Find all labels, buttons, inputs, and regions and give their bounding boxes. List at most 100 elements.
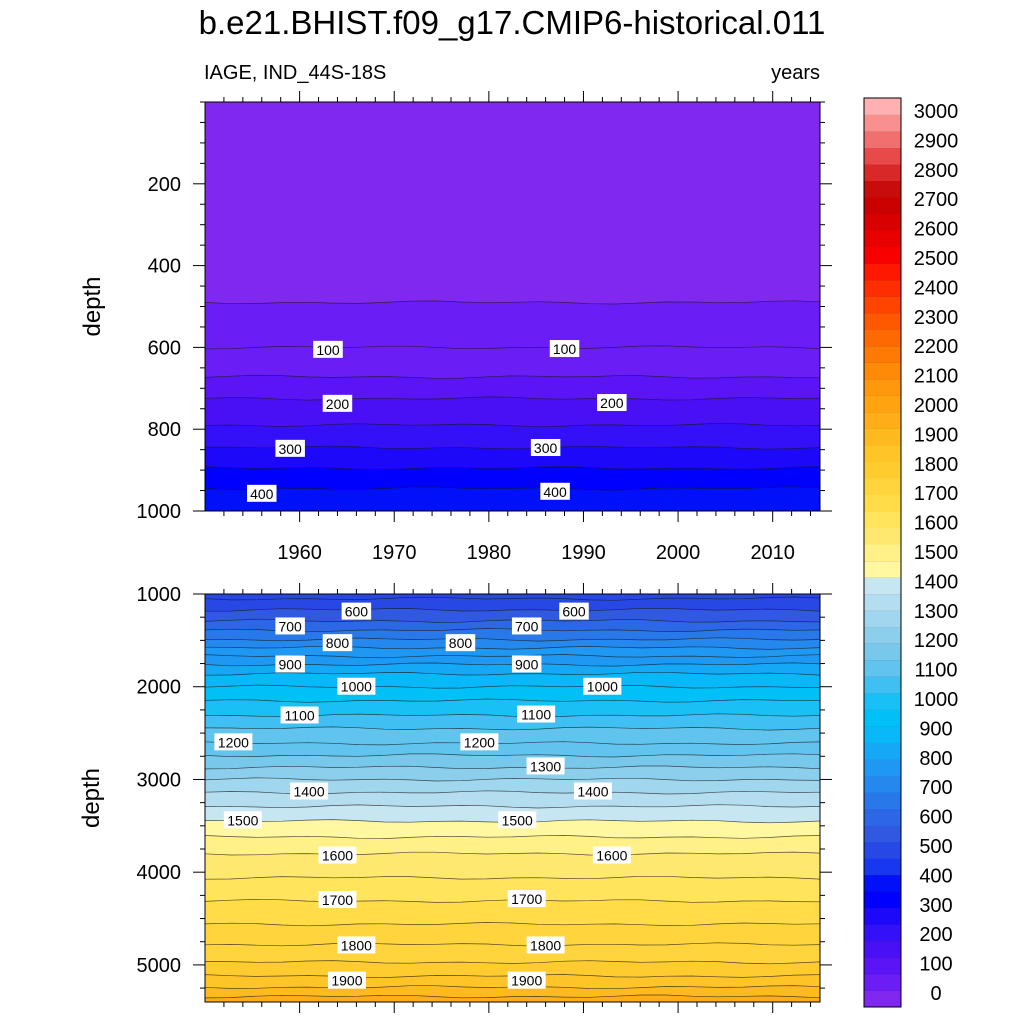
lower-contour-label-bg	[445, 634, 476, 652]
lower-isoline-1200	[205, 741, 820, 746]
colorbar-label: 700	[919, 777, 952, 799]
colorbar-bin	[864, 593, 901, 611]
lower-frame	[204, 593, 821, 1003]
colorbar-bin	[864, 891, 901, 909]
lower-contour-label: 1900	[331, 973, 362, 989]
upper-contour-label-bg	[322, 394, 353, 412]
lower-contour-label-bg	[337, 936, 376, 954]
colorbar-bin	[864, 98, 901, 115]
colorbar-label: 2000	[914, 395, 959, 417]
upper-contour-label-bg	[549, 340, 580, 358]
lower-isoline-1750	[205, 922, 820, 927]
lower-contour-label-bg	[318, 891, 357, 908]
colorbar-bin	[864, 858, 901, 876]
lower-contour-label: 700	[278, 618, 302, 634]
lower-y-tick-label: 4000	[137, 862, 182, 884]
upper-contour-label: 100	[553, 341, 577, 357]
lower-y-axis-label: depth	[78, 768, 105, 828]
lower-contour-label: 600	[345, 604, 369, 620]
lower-contour-label: 900	[515, 656, 539, 672]
lower-isoline-1650	[205, 875, 820, 880]
lower-y-tick-label: 1000	[137, 584, 182, 606]
lower-contour-label: 700	[515, 618, 539, 634]
lower-contour-label-bg	[318, 846, 357, 864]
colorbar-label: 600	[919, 807, 952, 829]
lower-contour-label: 800	[326, 635, 350, 651]
colorbar-bin	[864, 659, 901, 677]
upper-contour-label: 200	[326, 396, 350, 412]
lower-contour-label-bg	[511, 655, 542, 673]
lower-contour-label: 1800	[530, 937, 561, 953]
colorbar-label: 1000	[914, 689, 959, 711]
subtitle-left: IAGE, IND_44S-18S	[204, 62, 387, 84]
colorbar-bin	[864, 577, 901, 595]
lower-contour-label-bg	[511, 617, 542, 635]
upper-isoline-300	[205, 445, 820, 450]
lower-isoline-1550	[205, 835, 820, 839]
lower-contour-label: 1100	[285, 707, 315, 723]
lower-contour-label-bg	[337, 677, 376, 695]
lower-contour-label-bg	[327, 971, 366, 989]
colorbar-label: 2700	[914, 189, 959, 211]
lower-y-tick-label: 5000	[137, 955, 182, 977]
lower-contour-label-bg	[214, 733, 253, 751]
colorbar-bin	[864, 957, 901, 975]
lower-contour-label: 1100	[521, 707, 551, 723]
lower-y-tick-label: 3000	[137, 769, 182, 791]
lower-contour-label-bg	[583, 677, 622, 695]
lower-panel: 600 600 700 700 800 800 900 900 1000 1000 1100 1100…	[78, 583, 832, 1013]
colorbar-label: 200	[919, 924, 952, 946]
lower-isoline-750	[205, 637, 820, 642]
lower-contour-label-bg	[592, 846, 631, 864]
colorbar-label: 1100	[914, 660, 957, 682]
colorbar-bin	[864, 544, 901, 562]
colorbar-bin	[864, 378, 901, 396]
lower-contour-label-bg	[275, 617, 305, 635]
colorbar-bin	[864, 345, 901, 363]
lower-contour-label: 1000	[341, 679, 372, 695]
colorbar-bin	[864, 395, 901, 413]
lower-contour-label-bg	[290, 782, 329, 800]
upper-x-tick-label: 2010	[750, 542, 795, 564]
lower-contour-label: 1500	[227, 812, 258, 828]
colorbar-label: 500	[919, 836, 952, 858]
colorbar-bin	[864, 825, 901, 843]
colorbar-bin	[864, 759, 901, 777]
lower-contour-label: 600	[562, 604, 586, 620]
lower-contour-label-bg	[322, 634, 353, 652]
upper-contour-label-bg	[540, 482, 570, 500]
colorbar-label: 3000	[914, 101, 959, 123]
lower-isoline-950	[205, 671, 820, 676]
colorbar-label: 1800	[914, 454, 959, 476]
lower-contour-label: 1800	[341, 937, 372, 953]
subtitle-right: years	[771, 62, 820, 84]
upper-band-400	[205, 486, 820, 511]
colorbar-bin	[864, 808, 901, 826]
upper-contour-label: 300	[278, 441, 302, 457]
lower-contour-label: 1300	[530, 758, 561, 774]
colorbar-bin	[864, 973, 901, 991]
colorbar-bin	[864, 560, 901, 578]
colorbar-bin	[864, 279, 901, 297]
lower-isoline-600	[205, 607, 820, 612]
lower-isoline-800	[205, 645, 820, 650]
upper-y-tick-label: 600	[148, 337, 181, 359]
colorbar-bin	[864, 213, 901, 231]
colorbar-label: 2800	[914, 160, 959, 182]
upper-contour-label-bg	[275, 439, 305, 457]
colorbar-bin	[864, 312, 901, 330]
colorbar-label: 2400	[914, 277, 959, 299]
lower-contour-label: 1200	[218, 734, 249, 750]
upper-isoline-250	[205, 423, 820, 428]
colorbar-label: 1900	[914, 424, 959, 446]
lower-contour-label: 1600	[322, 847, 353, 863]
colorbar-bin	[864, 494, 901, 512]
lower-contour-label-bg	[559, 602, 589, 620]
colorbar-label: 1200	[914, 630, 959, 652]
colorbar-label: 400	[919, 865, 952, 887]
colorbar-bin	[864, 692, 901, 710]
lower-band-2000	[205, 995, 820, 1002]
lower-isoline-550	[205, 596, 820, 601]
lower-contour-label: 1200	[464, 734, 495, 750]
